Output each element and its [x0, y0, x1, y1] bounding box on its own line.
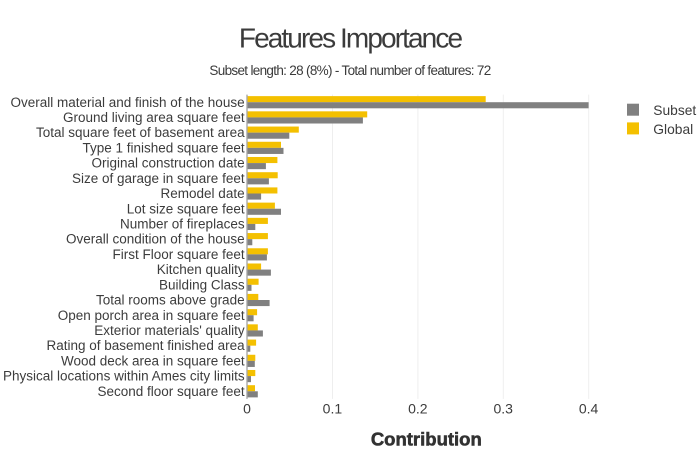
svg-text:0.1: 0.1 — [323, 400, 343, 416]
svg-text:Size of garage in square feet: Size of garage in square feet — [72, 171, 245, 186]
svg-text:Overall material and finish of: Overall material and finish of the house — [10, 95, 244, 110]
svg-text:Number of fireplaces: Number of fireplaces — [120, 217, 245, 232]
svg-text:Exterior materials' quality: Exterior materials' quality — [94, 323, 245, 338]
svg-text:First Floor square feet: First Floor square feet — [113, 247, 245, 262]
svg-text:Remodel date: Remodel date — [161, 186, 245, 201]
svg-text:Subset: Subset — [653, 103, 696, 118]
svg-text:Physical locations within Ames: Physical locations within Ames city limi… — [3, 369, 245, 384]
svg-text:Wood deck area in square feet: Wood deck area in square feet — [61, 353, 245, 368]
svg-text:Global: Global — [653, 122, 693, 137]
svg-text:Type 1 finished square feet: Type 1 finished square feet — [82, 140, 244, 155]
svg-text:Second floor square feet: Second floor square feet — [97, 384, 244, 399]
svg-text:Kitchen quality: Kitchen quality — [157, 262, 245, 277]
svg-text:Open porch area in square feet: Open porch area in square feet — [58, 308, 245, 323]
svg-text:Overall condition of the house: Overall condition of the house — [66, 232, 245, 247]
svg-text:Ground living area square feet: Ground living area square feet — [63, 110, 245, 125]
svg-text:Lot size square feet: Lot size square feet — [127, 201, 245, 216]
svg-text:0.4: 0.4 — [579, 400, 599, 416]
svg-text:Subset length: 28 (8%) - Total: Subset length: 28 (8%) - Total number of… — [209, 63, 490, 78]
svg-text:Building Class: Building Class — [159, 277, 245, 292]
svg-text:Total rooms above grade: Total rooms above grade — [96, 293, 245, 308]
svg-text:0: 0 — [243, 400, 251, 416]
svg-text:0.2: 0.2 — [408, 400, 428, 416]
svg-text:Rating of basement finished ar: Rating of basement finished area — [46, 338, 245, 353]
svg-text:Total square feet of basement: Total square feet of basement area — [36, 125, 245, 140]
svg-text:Original construction date: Original construction date — [92, 156, 245, 171]
svg-text:0.3: 0.3 — [493, 400, 513, 416]
svg-text:Contribution: Contribution — [371, 429, 482, 450]
svg-text:Features Importance: Features Importance — [239, 22, 463, 53]
